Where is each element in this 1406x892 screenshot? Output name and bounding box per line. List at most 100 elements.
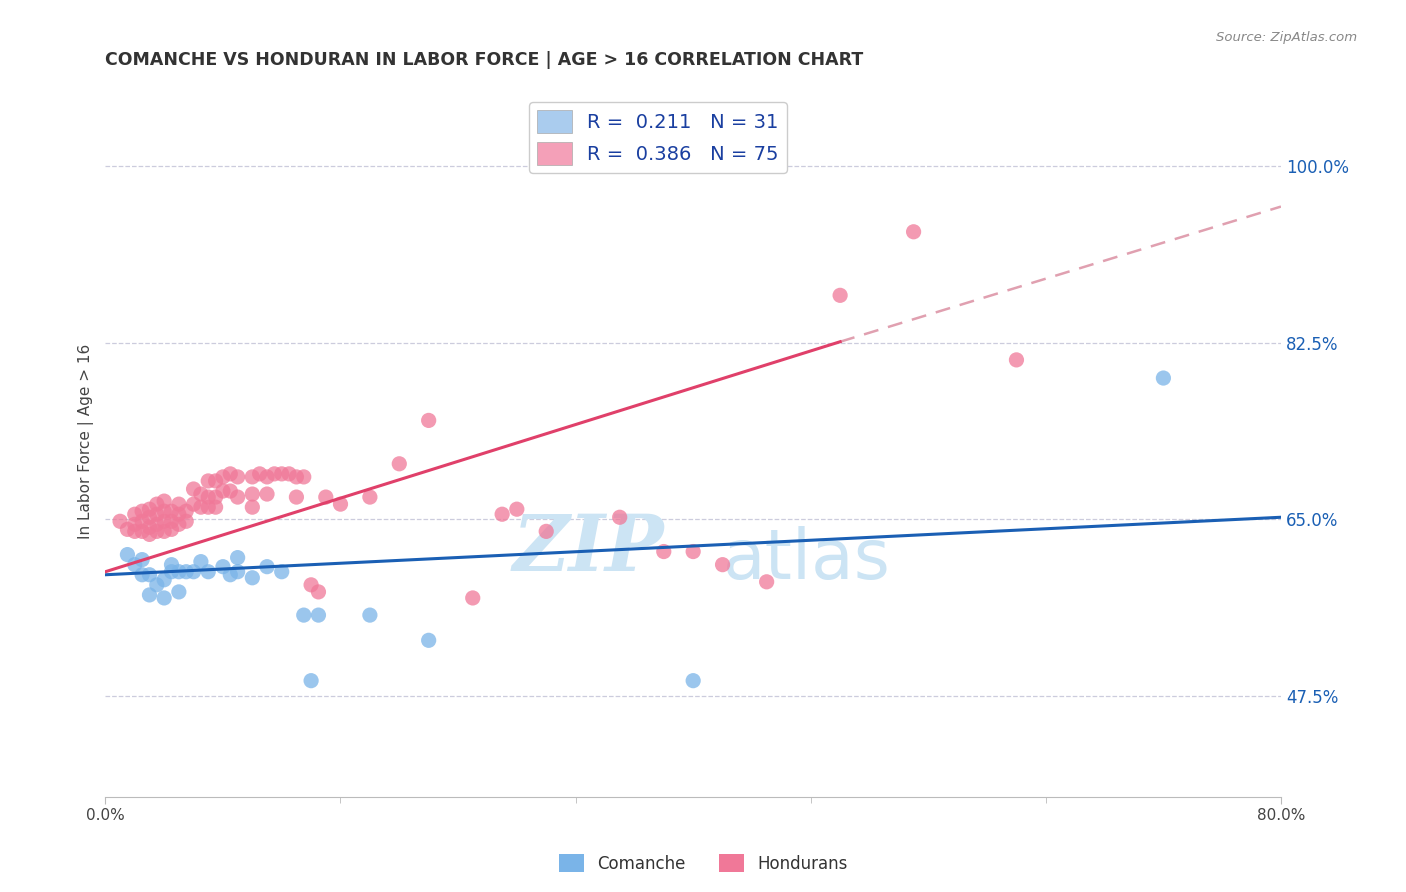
Point — [190, 500, 212, 515]
Point — [197, 500, 219, 515]
Point — [285, 470, 308, 484]
Point — [146, 507, 169, 521]
Legend: Comanche, Hondurans: Comanche, Hondurans — [553, 847, 853, 880]
Point — [652, 544, 675, 558]
Point — [138, 502, 160, 516]
Point — [491, 507, 513, 521]
Point — [153, 494, 176, 508]
Point — [226, 490, 249, 504]
Point — [183, 565, 205, 579]
Point — [285, 490, 308, 504]
Point — [174, 504, 197, 518]
Point — [270, 467, 292, 481]
Point — [315, 490, 337, 504]
Point — [256, 470, 278, 484]
Point — [138, 510, 160, 524]
Point — [197, 474, 219, 488]
Point — [167, 565, 190, 579]
Point — [160, 558, 183, 572]
Point — [418, 413, 440, 427]
Point — [167, 507, 190, 521]
Point — [1152, 371, 1174, 385]
Point — [138, 527, 160, 541]
Point — [204, 500, 226, 515]
Point — [359, 490, 381, 504]
Point — [138, 567, 160, 582]
Point — [299, 673, 322, 688]
Point — [197, 565, 219, 579]
Point — [212, 483, 235, 498]
Point — [153, 524, 176, 539]
Point — [190, 487, 212, 501]
Point — [204, 490, 226, 504]
Point — [329, 497, 352, 511]
Point — [240, 500, 263, 515]
Point — [124, 517, 146, 532]
Point — [682, 544, 704, 558]
Point — [240, 571, 263, 585]
Point — [711, 558, 734, 572]
Text: COMANCHE VS HONDURAN IN LABOR FORCE | AGE > 16 CORRELATION CHART: COMANCHE VS HONDURAN IN LABOR FORCE | AG… — [105, 51, 863, 69]
Point — [153, 514, 176, 528]
Point — [256, 559, 278, 574]
Point — [131, 514, 153, 528]
Point — [183, 497, 205, 511]
Point — [278, 467, 301, 481]
Point — [131, 552, 153, 566]
Point — [131, 524, 153, 539]
Point — [226, 550, 249, 565]
Point — [212, 470, 235, 484]
Point — [270, 565, 292, 579]
Point — [138, 588, 160, 602]
Text: Source: ZipAtlas.com: Source: ZipAtlas.com — [1216, 31, 1357, 45]
Point — [240, 470, 263, 484]
Point — [249, 467, 271, 481]
Point — [167, 585, 190, 599]
Text: atlas: atlas — [723, 526, 890, 593]
Point — [226, 470, 249, 484]
Point — [307, 608, 329, 623]
Point — [146, 578, 169, 592]
Point — [226, 565, 249, 579]
Point — [388, 457, 411, 471]
Point — [146, 517, 169, 532]
Point — [160, 565, 183, 579]
Point — [609, 510, 631, 524]
Point — [160, 504, 183, 518]
Point — [117, 548, 139, 562]
Point — [138, 520, 160, 534]
Point — [219, 567, 242, 582]
Point — [124, 558, 146, 572]
Point — [183, 482, 205, 496]
Point — [212, 559, 235, 574]
Point — [190, 555, 212, 569]
Point — [160, 522, 183, 536]
Point — [755, 574, 778, 589]
Point — [506, 502, 529, 516]
Point — [153, 504, 176, 518]
Point — [1005, 352, 1028, 367]
Point — [146, 524, 169, 539]
Point — [146, 497, 169, 511]
Point — [131, 567, 153, 582]
Point — [197, 490, 219, 504]
Point — [534, 524, 557, 539]
Point — [903, 225, 925, 239]
Point — [292, 470, 315, 484]
Point — [682, 673, 704, 688]
Point — [174, 514, 197, 528]
Point — [359, 608, 381, 623]
Point — [256, 487, 278, 501]
Y-axis label: In Labor Force | Age > 16: In Labor Force | Age > 16 — [79, 343, 94, 539]
Point — [131, 504, 153, 518]
Point — [204, 474, 226, 488]
Point — [307, 585, 329, 599]
Point — [153, 591, 176, 605]
Point — [418, 633, 440, 648]
Point — [167, 497, 190, 511]
Point — [124, 507, 146, 521]
Point — [117, 522, 139, 536]
Point — [263, 467, 285, 481]
Legend: R =  0.211   N = 31, R =  0.386   N = 75: R = 0.211 N = 31, R = 0.386 N = 75 — [529, 103, 787, 172]
Point — [167, 517, 190, 532]
